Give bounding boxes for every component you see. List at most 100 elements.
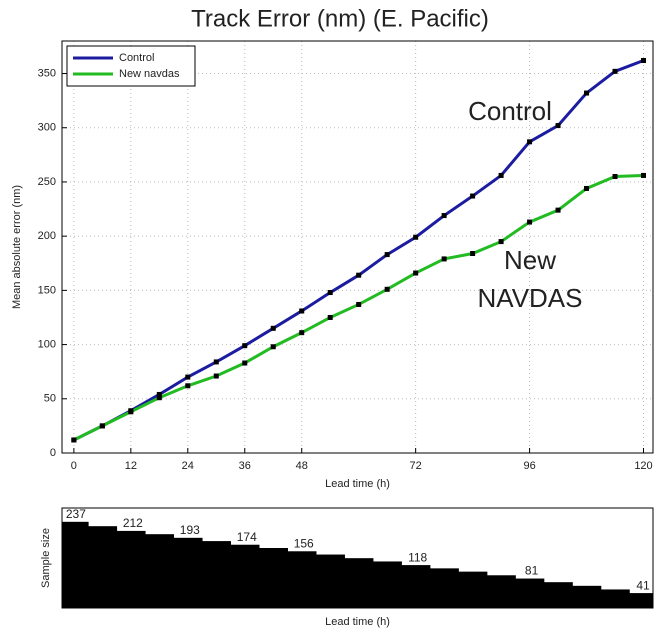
plot-frame [61,507,654,609]
y-tick-label: 200 [38,230,56,242]
y-tick-label: 50 [44,393,56,405]
y-tick-label: 100 [38,338,56,350]
bar [515,578,545,608]
data-point [185,383,191,389]
value-label: 237 [66,507,86,521]
data-point [270,344,276,350]
data-point [470,251,476,257]
data-point [242,343,248,349]
legend-box [66,45,196,87]
x-axis-label: Lead time (h) [325,478,390,490]
data-point [213,373,219,379]
data-point [128,409,134,415]
bar [315,554,345,608]
data-point [71,437,77,443]
bar [173,537,203,608]
data-point [612,174,618,180]
data-point [470,193,476,199]
value-label: 156 [294,536,314,550]
x-tick-label: 48 [296,460,308,472]
bar [116,530,146,608]
data-point [270,325,276,331]
bar [401,565,431,608]
bar [62,521,89,608]
y-axis-label: Mean absolute error (nm) [11,185,23,309]
bar [230,544,260,608]
x-tick-label: 24 [182,460,194,472]
bar [629,593,654,608]
data-point [156,391,162,397]
data-point [584,90,590,96]
data-point [327,290,333,296]
bar [572,585,602,608]
bar [259,548,288,608]
annotation: NAVDAS [478,283,583,313]
data-point [612,68,618,74]
data-point [213,359,219,365]
data-point [327,314,333,320]
y-axis-label: Sample size [40,528,52,588]
data-point [299,330,305,336]
bar [458,571,488,608]
data-point [527,219,533,225]
data-point [555,123,561,129]
annotation: Control [468,96,552,126]
data-point [99,423,105,429]
y-tick-label: 300 [38,122,56,134]
bar [344,558,374,608]
data-point [356,272,362,278]
value-label: 174 [237,530,257,544]
bar [600,589,630,608]
bar [429,568,459,608]
bar [202,541,232,608]
plot-frame [61,40,654,454]
x-tick-label: 0 [71,460,77,472]
x-axis-label: Lead time (h) [325,616,390,628]
value-label: 81 [525,564,539,578]
annotation: New [504,245,556,275]
data-point [641,172,647,178]
y-tick-label: 150 [38,284,56,296]
data-point [413,270,419,276]
bar [486,575,516,608]
data-point [242,360,248,366]
data-point [527,139,533,145]
legend-label: New navdas [119,68,180,80]
data-point [299,308,305,314]
bar [287,551,317,608]
data-point [356,301,362,307]
bar [543,582,573,608]
data-point [584,185,590,191]
x-tick-label: 12 [125,460,137,472]
bar [145,534,175,608]
y-tick-label: 350 [38,67,56,79]
value-label: 41 [636,578,650,592]
data-point [555,207,561,213]
data-point [498,172,504,178]
data-point [384,286,390,292]
y-tick-label: 250 [38,176,56,188]
data-point [441,256,447,262]
chart-title: Track Error (nm) (E. Pacific) [191,5,489,32]
data-point [185,374,191,380]
data-point [641,58,647,64]
x-tick-label: 120 [634,460,652,472]
data-point [384,252,390,258]
series-line [73,59,645,442]
value-label: 118 [408,550,427,564]
x-tick-label: 36 [239,460,251,472]
data-point [441,213,447,219]
legend-label: Control [119,52,154,64]
value-label: 193 [180,523,200,537]
data-point [156,395,162,401]
data-point [413,234,419,240]
x-tick-label: 72 [410,460,422,472]
value-label: 212 [123,516,143,530]
bar [88,526,118,608]
y-tick-label: 0 [50,447,56,459]
bar [372,561,402,608]
data-point [498,239,504,245]
x-tick-label: 96 [523,460,535,472]
